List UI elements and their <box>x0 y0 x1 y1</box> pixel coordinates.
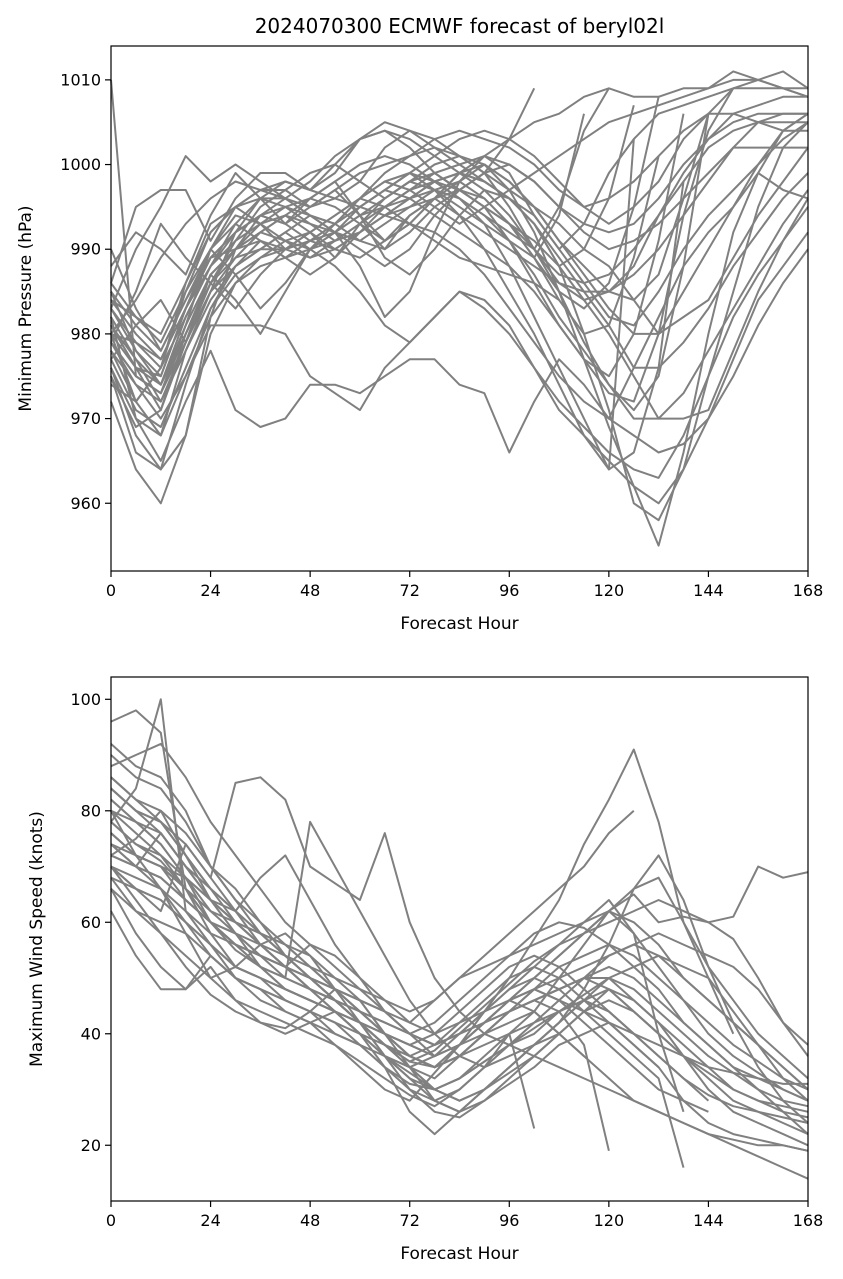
chart-title: 2024070300 ECMWF forecast of beryl02l <box>255 14 665 38</box>
pressure-series-line-m34 <box>110 112 808 412</box>
pressure-series-line-m11 <box>110 112 808 471</box>
pressure-series-line-m31 <box>110 96 660 361</box>
pressure-y-tick-label-980: 980 <box>70 324 101 343</box>
pressure-x-tick-label-120: 120 <box>594 581 625 600</box>
pressure-series-line-m25 <box>110 105 635 344</box>
pressure-series-group <box>110 70 809 547</box>
wind-series-line-m32 <box>110 810 635 1013</box>
pressure-series-line-m26 <box>110 155 660 403</box>
wind-axes-frame <box>110 676 809 1202</box>
pressure-x-tick-label-72: 72 <box>400 581 420 600</box>
pressure-y-tick-label-990: 990 <box>70 240 101 259</box>
pressure-series-line-m16 <box>110 70 809 360</box>
wind-series-line-m31 <box>110 809 660 1063</box>
pressure-series-line-m03 <box>110 78 809 378</box>
wind-x-tick-label-96: 96 <box>499 1211 519 1230</box>
pressure-y-tick-label-1010: 1010 <box>60 70 101 89</box>
pressure-y-tick-label-960: 960 <box>70 494 101 513</box>
pressure-x-tick-label-144: 144 <box>693 581 724 600</box>
wind-y-tick-label-60: 60 <box>81 913 101 932</box>
wind-x-axis-label: Forecast Hour <box>400 1244 518 1264</box>
pressure-series-line-m21 <box>110 87 536 335</box>
wind-series-line-m35 <box>110 865 809 1091</box>
pressure-series-line-m18 <box>110 112 809 395</box>
pressure-series-line-m35 <box>110 121 808 352</box>
wind-series-line-m27 <box>110 821 685 1168</box>
wind-series-line-m16 <box>110 776 809 1136</box>
wind-series-line-m34 <box>110 787 809 1135</box>
wind-series-group <box>110 698 809 1180</box>
pressure-series-line-m30 <box>110 155 685 471</box>
wind-x-tick-label-48: 48 <box>300 1211 320 1230</box>
wind-x-tick-label-144: 144 <box>693 1211 724 1230</box>
wind-x-tick-label-72: 72 <box>400 1211 420 1230</box>
pressure-y-tick-label-970: 970 <box>70 409 101 428</box>
wind-y-tick-label-80: 80 <box>81 801 101 820</box>
pressure-series-line-m29 <box>110 113 710 412</box>
pressure-panel: 0 24 48 72 96 120 144 168 960 970 980 990 1000 1010 Fo… <box>16 45 824 634</box>
wind-y-axis-label: Maximum Wind Speed (knots) <box>27 811 47 1067</box>
wind-y-tick-label-40: 40 <box>81 1024 101 1043</box>
pressure-series-line-m06 <box>110 172 809 462</box>
wind-panel: 0 24 48 72 96 120 144 168 20 40 60 80 100 Forecast Ho… <box>27 676 824 1264</box>
pressure-series-line-m28 <box>110 87 735 428</box>
pressure-series-line-m07 <box>110 231 809 505</box>
pressure-x-axis-label: Forecast Hour <box>400 614 518 634</box>
pressure-series-line-m20 <box>110 112 808 386</box>
pressure-x-tick-label-96: 96 <box>499 581 519 600</box>
pressure-series-line-m27 <box>110 113 685 378</box>
wind-series-line-m18 <box>110 832 809 1108</box>
wind-series-line-m33 <box>110 832 709 1113</box>
wind-y-tick-label-20: 20 <box>81 1136 101 1155</box>
pressure-x-tick-label-24: 24 <box>200 581 220 600</box>
pressure-series-line-m17 <box>110 180 809 454</box>
pressure-x-tick-label-168: 168 <box>793 581 824 600</box>
pressure-axes-frame <box>110 45 809 572</box>
wind-y-tick-label-100: 100 <box>70 690 101 709</box>
pressure-x-tick-label-48: 48 <box>300 581 320 600</box>
wind-x-tick-label-24: 24 <box>200 1211 220 1230</box>
pressure-y-tick-label-1000: 1000 <box>60 155 101 174</box>
pressure-series-line-m32 <box>110 139 635 471</box>
pressure-x-tick-label-0: 0 <box>106 581 116 600</box>
wind-x-tick-label-168: 168 <box>793 1211 824 1230</box>
wind-x-tick-label-0: 0 <box>106 1211 116 1230</box>
wind-x-tick-label-120: 120 <box>594 1211 625 1230</box>
pressure-y-axis-label: Minimum Pressure (hPa) <box>16 205 36 411</box>
